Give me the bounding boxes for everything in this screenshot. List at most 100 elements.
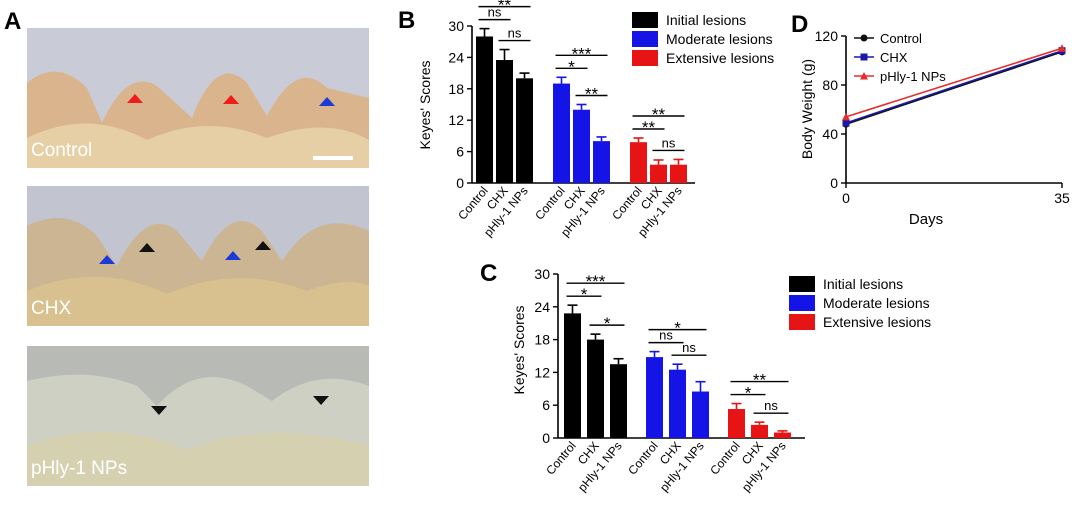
bar [573, 109, 590, 183]
significance-label: ns [764, 398, 778, 413]
bar [630, 142, 647, 183]
y-tick-label: 40 [822, 126, 838, 142]
x-axis-label: Days [909, 211, 943, 228]
y-tick-label: 30 [534, 266, 550, 282]
bar [564, 313, 581, 438]
photo-label-chx: CHX [31, 298, 72, 319]
significance-label: *** [572, 44, 592, 63]
significance-label: * [581, 285, 588, 304]
significance-label: ns [508, 26, 522, 41]
legend-label: CHX [880, 50, 908, 65]
bar [774, 432, 791, 438]
photo-label-phly1-nps: pHly-1 NPs [31, 458, 128, 479]
significance-label: ** [585, 85, 599, 104]
chart-b: B Keyes' Scores 0612182430ControlCHXpHly… [398, 0, 774, 239]
legend-label: Extensive lesions [666, 50, 774, 66]
y-tick-label: 0 [830, 175, 838, 191]
photo-chx: CHX [27, 186, 369, 326]
bar [670, 164, 687, 183]
bar [650, 164, 667, 183]
legend-label: Control [880, 31, 922, 46]
x-tick-label: 0 [842, 190, 850, 206]
significance-label: ns [662, 135, 676, 150]
bar [593, 141, 610, 183]
significance-label: *** [586, 272, 606, 291]
legend-label: Extensive lesions [823, 314, 931, 330]
y-tick-label: 24 [534, 299, 550, 315]
tooth-image-control [27, 28, 369, 168]
bar [496, 60, 513, 184]
y-axis-label: Keyes' Scores [511, 305, 527, 394]
legend-label: pHly-1 NPs [880, 69, 946, 84]
bar [610, 364, 627, 438]
legend-swatch [632, 12, 658, 28]
y-tick-label: 6 [542, 397, 550, 413]
y-tick-label: 120 [815, 28, 839, 44]
category-label: Control [707, 439, 743, 478]
panel-a: A Control CHX [0, 0, 380, 511]
series-line [845, 51, 1063, 125]
category-label: Control [625, 439, 661, 478]
legend-swatch [632, 31, 658, 47]
photo-label-control: Control [31, 140, 93, 161]
y-tick-label: 80 [822, 77, 838, 93]
significance-label: ns [682, 340, 696, 355]
y-tick-label: 6 [456, 144, 464, 160]
legend-swatch [789, 314, 815, 330]
data-point [842, 119, 850, 127]
y-tick-label: 12 [534, 364, 550, 380]
significance-label: ns [488, 5, 502, 20]
y-tick-label: 12 [448, 112, 464, 128]
legend-label: Initial lesions [823, 276, 903, 292]
legend-marker [860, 34, 868, 42]
tooth-image-chx [27, 186, 369, 326]
panel-letter-a: A [4, 8, 22, 35]
bar [728, 409, 745, 438]
significance-label: * [674, 319, 681, 338]
legend-label: Moderate lesions [666, 31, 773, 47]
panel-letter-c: C [480, 260, 497, 287]
significance-label: * [604, 314, 611, 333]
photo-control: Control [27, 28, 369, 168]
legend-marker [860, 53, 868, 61]
series-line [845, 47, 1063, 118]
legend-swatch [632, 50, 658, 66]
bar [587, 339, 604, 438]
significance-label: ** [642, 118, 656, 137]
y-tick-label: 24 [448, 49, 464, 65]
series-line [845, 49, 1063, 124]
photo-phly1-nps: pHly-1 NPs [27, 346, 369, 486]
significance-label: ** [753, 371, 767, 390]
bar [751, 424, 768, 438]
legend-label: Initial lesions [666, 12, 746, 28]
y-axis-label: Keyes' Scores [417, 60, 433, 149]
legend-label: Moderate lesions [823, 295, 930, 311]
significance-label: ** [498, 0, 512, 15]
legend-swatch [789, 276, 815, 292]
bar [476, 36, 493, 183]
panel-letter-b: B [398, 7, 415, 34]
y-axis-label: Body Weight (g) [799, 59, 815, 159]
significance-label: * [745, 384, 752, 403]
y-tick-label: 0 [456, 175, 464, 191]
y-tick-label: 0 [542, 430, 550, 446]
x-tick-label: 35 [1054, 190, 1070, 206]
bar [516, 78, 533, 183]
bar [553, 83, 570, 183]
tooth-image-phly1-nps [27, 346, 369, 486]
legend-swatch [789, 295, 815, 311]
bar [669, 369, 686, 438]
bar [646, 357, 663, 438]
chart-c: C Keyes' Scores 0612182430ControlCHXpHly… [480, 260, 931, 494]
panel-letter-d: D [791, 11, 808, 38]
y-tick-label: 30 [448, 18, 464, 34]
y-tick-label: 18 [534, 332, 550, 348]
significance-label: * [568, 57, 575, 76]
data-point [1058, 44, 1066, 52]
data-point [842, 112, 850, 121]
significance-label: ns [659, 328, 673, 343]
legend-marker [860, 72, 868, 80]
y-tick-label: 18 [448, 81, 464, 97]
bar [692, 391, 709, 438]
chart-d: D Body Weight (g) Days 0 40 80 120 0 35 Contro… [791, 11, 1070, 228]
